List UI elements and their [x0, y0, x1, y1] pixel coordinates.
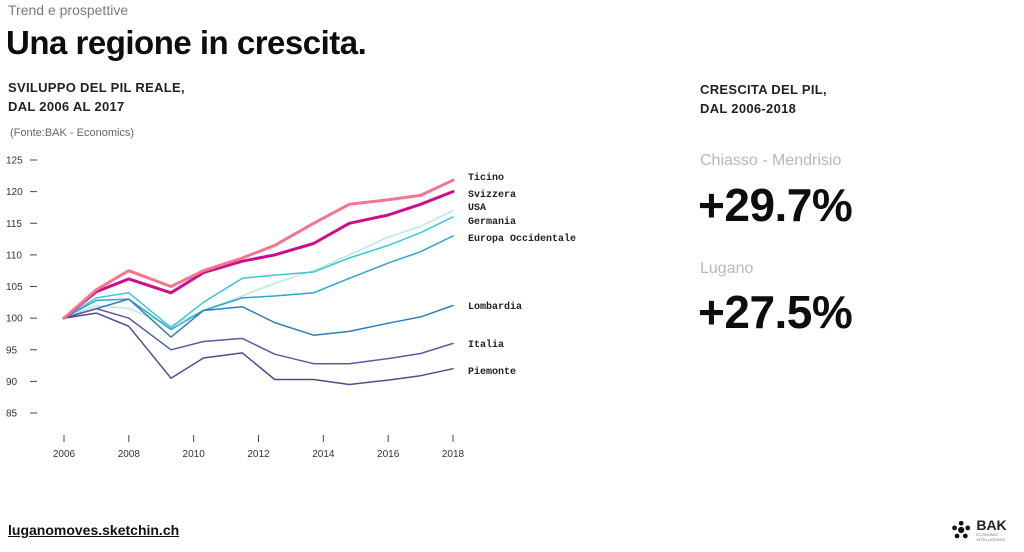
x-tick-label: 2016	[377, 449, 400, 460]
chart-heading-line2: DAL 2006 AL 2017	[8, 99, 125, 114]
kpi-region-lugano: Lugano	[700, 260, 754, 277]
gdp-line-chart: 85 90 95 100 105 110 115 120 125 2006 2008 2010 201…	[6, 156, 576, 461]
series-label-piemonte: Piemonte	[468, 366, 516, 378]
series-label-germania: Germania	[468, 216, 516, 228]
series-label-svizzera: Svizzera	[468, 189, 516, 201]
kpi-region-chiasso: Chiasso - Mendrisio	[700, 152, 842, 169]
kpi-value-lugano: +27.5%	[698, 286, 853, 338]
kpi-heading-line2: DAL 2006-2018	[700, 101, 797, 116]
series-line-lombardia	[63, 298, 454, 338]
series-line-svizzera	[62, 190, 455, 320]
series-line-italia	[63, 307, 454, 365]
y-tick-label: 90	[6, 377, 18, 388]
y-tick-label: 105	[6, 282, 23, 293]
x-tick-label: 2008	[118, 449, 141, 460]
series-label-europa-occidentale: Europa Occidentale	[468, 233, 576, 245]
series-line-europa-occidentale	[63, 235, 454, 331]
kpi-heading: CRESCITA DEL PIL, DAL 2006-2018	[700, 80, 827, 118]
footer-link[interactable]: luganomoves.sketchin.ch	[8, 522, 180, 538]
series-label-italia: Italia	[468, 339, 504, 351]
x-tick-label: 2018	[442, 449, 465, 460]
series-line-ticino	[62, 178, 455, 320]
series-label-ticino: Ticino	[468, 172, 504, 184]
x-axis: 2006 2008 2010 2012 2014 2016 2018	[53, 435, 465, 460]
bak-logo-icon	[952, 520, 971, 539]
bak-logo: BAK ECONOMIC INTELLIGENCE	[952, 518, 1024, 542]
x-tick-label: 2014	[312, 449, 335, 460]
chart-heading-line1: SVILUPPO DEL PIL REALE,	[8, 80, 185, 95]
y-axis: 85 90 95 100 105 110 115 120 125	[6, 156, 37, 420]
chart-heading: SVILUPPO DEL PIL REALE, DAL 2006 AL 2017	[8, 78, 185, 116]
series-line-germania	[63, 216, 454, 329]
series-label-usa: USA	[468, 203, 486, 214]
y-tick-label: 85	[6, 409, 18, 420]
x-tick-label: 2010	[183, 449, 206, 460]
y-tick-label: 95	[6, 345, 18, 356]
kpi-heading-line1: CRESCITA DEL PIL,	[700, 82, 827, 97]
series-lines	[62, 178, 455, 386]
y-tick-label: 100	[6, 314, 23, 325]
section-kicker: Trend e prospettive	[8, 2, 129, 18]
y-tick-label: 115	[6, 219, 22, 230]
series-line-piemonte	[63, 312, 454, 386]
bak-logo-subtitle: ECONOMIC INTELLIGENCE	[976, 532, 1006, 542]
x-tick-label: 2012	[247, 449, 270, 460]
y-tick-label: 110	[6, 250, 22, 261]
series-label-lombardia: Lombardia	[468, 301, 522, 313]
kpi-value-chiasso: +29.7%	[698, 179, 853, 231]
series-line-usa	[63, 209, 454, 327]
page-title: Una regione in crescita.	[6, 24, 367, 61]
series-labels: Ticino Svizzera USA Germania Europa Occident…	[468, 172, 576, 378]
x-tick-label: 2006	[53, 449, 76, 460]
chart-source: (Fonte:BAK - Economics)	[10, 127, 135, 139]
bak-logo-text: BAK	[976, 517, 1007, 533]
y-tick-label: 120	[6, 187, 23, 198]
y-tick-label: 125	[6, 156, 23, 167]
